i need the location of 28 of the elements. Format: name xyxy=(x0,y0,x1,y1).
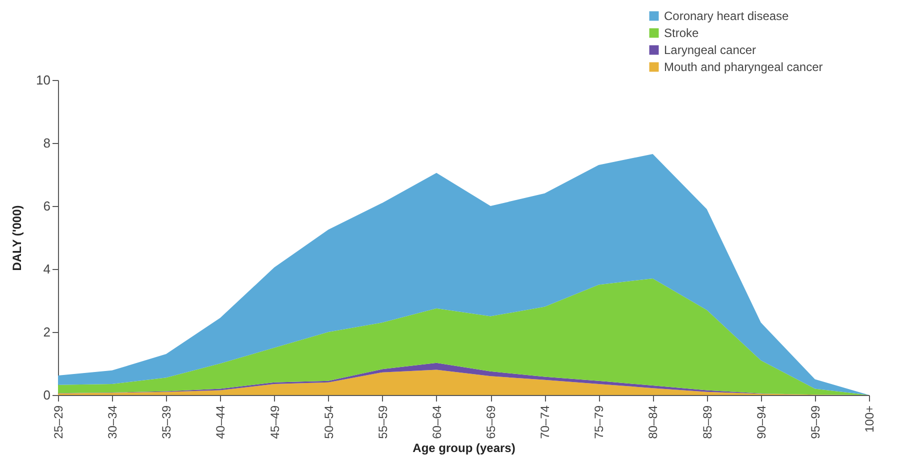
legend-label: Laryngeal cancer xyxy=(664,43,756,57)
x-tick-label: 100+ xyxy=(862,406,876,433)
x-tick-label: 55–59 xyxy=(376,405,390,439)
y-tick-label: 10 xyxy=(36,72,50,88)
x-tick-label: 60–64 xyxy=(430,405,444,439)
x-tick-label: 35–39 xyxy=(160,405,174,439)
legend-label: Mouth and pharyngeal cancer xyxy=(664,60,823,74)
x-tick-label: 80–84 xyxy=(646,405,660,439)
x-tick-label: 30–34 xyxy=(106,405,120,439)
y-tick-label: 2 xyxy=(43,324,50,340)
y-tick-label: 4 xyxy=(43,262,50,276)
x-tick-label: 95–99 xyxy=(808,405,822,439)
x-tick-label: 75–79 xyxy=(592,405,606,439)
x-tick-label: 45–49 xyxy=(268,405,282,439)
x-tick-label: 70–74 xyxy=(538,405,552,439)
x-tick-label: 90–94 xyxy=(754,405,768,439)
legend-label: Coronary heart disease xyxy=(664,9,790,23)
legend-label: Stroke xyxy=(664,26,700,40)
y-tick-label: 8 xyxy=(43,136,50,150)
y-axis-title: DALY ('000) xyxy=(10,205,24,271)
x-tick-label: 50–54 xyxy=(322,405,336,439)
x-axis-title: Age group (years) xyxy=(412,440,516,455)
x-tick-label: 65–69 xyxy=(484,405,498,439)
y-tick-label: 6 xyxy=(43,198,50,214)
x-tick-label: 25–29 xyxy=(52,405,66,439)
x-tick-label: 85–89 xyxy=(700,405,714,439)
y-tick-label: 0 xyxy=(43,388,50,402)
x-tick-label: 40–44 xyxy=(214,405,228,439)
